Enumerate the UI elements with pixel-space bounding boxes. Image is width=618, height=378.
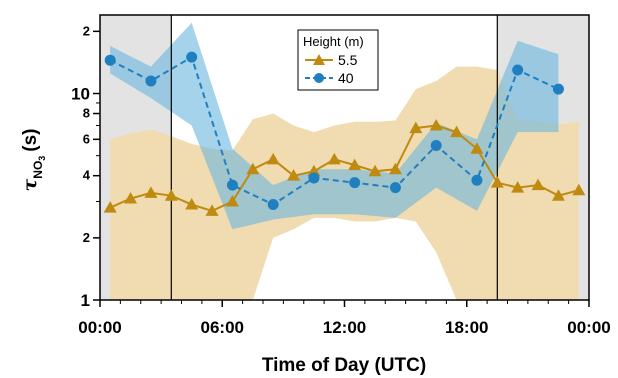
y-axis-title-subscript: NO <box>31 161 45 179</box>
point-5-5-1 <box>124 192 138 204</box>
y-axis-title-symbol: τ <box>19 179 41 192</box>
point-5-5-12 <box>348 158 362 171</box>
point-40-10 <box>512 64 524 76</box>
point-5-5-6 <box>225 194 239 207</box>
point-5-5-5 <box>205 204 219 216</box>
point-5-5-3 <box>164 189 178 201</box>
day-night-boundaries <box>170 15 498 300</box>
point-5-5-16 <box>429 118 443 131</box>
legend-title: Height (m) <box>303 34 364 49</box>
y-tick-label-3: 6 <box>83 131 90 146</box>
point-5-5-2 <box>144 186 158 198</box>
y-tick-label-5: 10 <box>71 85 90 104</box>
uncertainty-bands <box>110 22 579 300</box>
y-tick-label-2: 4 <box>83 168 91 183</box>
point-40-6 <box>349 177 361 189</box>
legend-marker-circle <box>314 73 324 83</box>
x-tick-label-4: 00:00 <box>567 318 610 337</box>
x-tick-label-0: 00:00 <box>78 318 121 337</box>
legend-marker-triangle <box>313 54 325 65</box>
point-40-8 <box>430 140 442 152</box>
x-tick-label-3: 18:00 <box>445 318 488 337</box>
point-5-5-21 <box>531 178 545 191</box>
y-tick-label-6: 2 <box>83 23 90 38</box>
point-40-0 <box>104 54 116 66</box>
point-5-5-7 <box>246 162 260 175</box>
point-40-9 <box>471 174 483 186</box>
series-markers <box>103 51 586 216</box>
point-5-5-19 <box>490 176 504 188</box>
x-tick-label-2: 12:00 <box>323 318 366 337</box>
point-5-5-13 <box>368 164 382 177</box>
axis-ticks <box>93 30 590 307</box>
point-40-5 <box>308 172 320 184</box>
y-tick-label-1: 2 <box>83 230 90 245</box>
point-40-7 <box>389 182 401 194</box>
legend-label-40: 40 <box>338 70 354 86</box>
x-axis-title: Time of Day (UTC) <box>262 355 426 376</box>
y-axis-title-subscript-digit: 3 <box>37 156 47 161</box>
svg-text:τNO3(s): τNO3 (s) <box>19 128 47 191</box>
point-40-11 <box>552 83 564 95</box>
point-40-2 <box>186 51 198 63</box>
series-line-40 <box>109 55 559 206</box>
y-axis-title: τNO3 (s) <box>19 128 47 191</box>
point-40-3 <box>226 179 238 191</box>
point-40-1 <box>145 75 157 87</box>
point-5-5-22 <box>551 189 565 201</box>
x-tick-label-1: 06:00 <box>201 318 244 337</box>
y-tick-label-0: 1 <box>81 291 90 310</box>
point-5-5-20 <box>511 181 525 193</box>
point-5-5-8 <box>266 152 280 165</box>
point-5-5-4 <box>185 198 199 210</box>
point-5-5-17 <box>450 125 464 138</box>
y-axis-title-unit: (s) <box>20 128 41 151</box>
legend-label-5-5: 5.5 <box>338 52 358 68</box>
point-5-5-10 <box>307 164 321 177</box>
point-5-5-15 <box>409 121 423 134</box>
point-5-5-0 <box>103 201 117 213</box>
point-5-5-14 <box>388 162 402 175</box>
legend: Height (m) 5.5 40 <box>297 29 379 91</box>
band-40 <box>110 22 559 230</box>
point-5-5-9 <box>287 169 301 181</box>
point-5-5-18 <box>470 142 484 154</box>
point-5-5-11 <box>327 152 341 165</box>
y-tick-labels: 1 2 4 6 8 10 2 <box>71 23 91 310</box>
point-40-4 <box>267 199 279 211</box>
x-tick-labels: 00:00 06:00 12:00 18:00 00:00 <box>78 318 610 337</box>
y-tick-label-4: 8 <box>83 106 90 121</box>
point-5-5-23 <box>572 183 586 196</box>
